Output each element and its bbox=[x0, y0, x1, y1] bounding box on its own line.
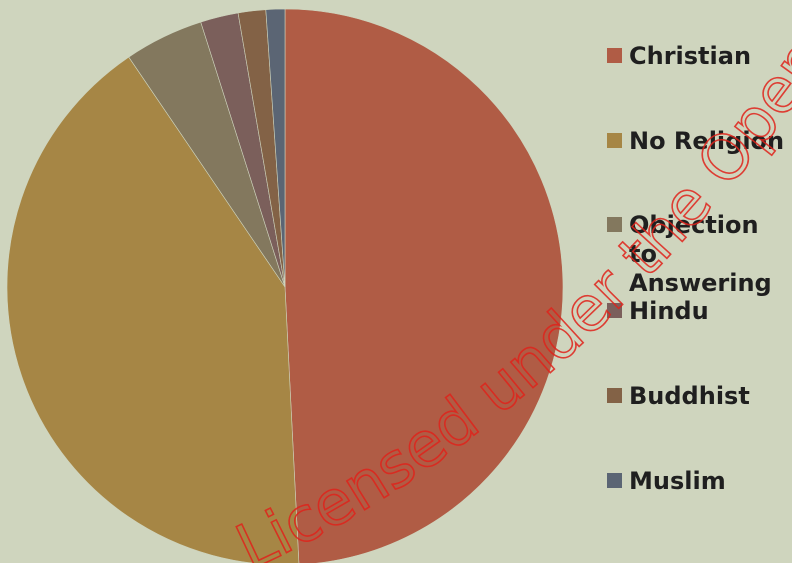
pie-slice-muslim bbox=[265, 8, 286, 288]
legend-item-buddhist: Buddhist bbox=[607, 382, 792, 411]
legend-swatch-objection-to-answering bbox=[607, 217, 622, 232]
legend-item-no-religion: No Religion bbox=[607, 127, 792, 156]
pie-slice-no-religion bbox=[6, 56, 300, 563]
pie-slices bbox=[6, 8, 564, 563]
legend-swatch-christian bbox=[607, 48, 622, 63]
legend-label-buddhist: Buddhist bbox=[629, 382, 750, 410]
legend-label-objection-to-answering: Objection to Answering bbox=[629, 211, 772, 297]
legend-label-christian: Christian bbox=[629, 42, 752, 70]
legend-swatch-no-religion bbox=[607, 133, 622, 148]
legend-swatch-muslim bbox=[607, 473, 622, 488]
legend-label-no-religion: No Religion bbox=[629, 127, 785, 155]
legend-swatch-buddhist bbox=[607, 388, 622, 403]
legend: Christian No Religion Objection to Answeri… bbox=[607, 0, 792, 563]
legend-item-objection-to-answering: Objection to Answering bbox=[607, 211, 792, 298]
legend-item-muslim: Muslim bbox=[607, 467, 792, 496]
legend-item-christian: Christian bbox=[607, 42, 792, 71]
legend-swatch-hindu bbox=[607, 303, 622, 318]
pie-slice-christian bbox=[284, 8, 564, 563]
legend-label-muslim: Muslim bbox=[629, 467, 726, 495]
legend-label-hindu: Hindu bbox=[629, 297, 709, 325]
legend-item-hindu: Hindu bbox=[607, 297, 792, 326]
